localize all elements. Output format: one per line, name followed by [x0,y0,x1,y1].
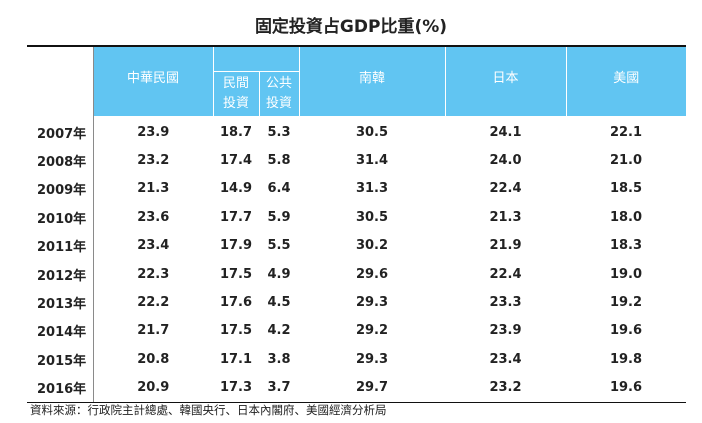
header-us: 美國 [566,46,686,116]
cell-public: 4.2 [267,323,291,339]
cell-japan: 24.1 [489,124,522,140]
cell-korea: 29.3 [355,295,389,311]
cell-year: 2011年 [27,231,94,260]
cell-japan: 22.4 [489,266,522,282]
table-row: 2014年 21.7 17.5 4.2 29.2 23.9 19.6 [27,316,686,346]
cell-year: 2008年 [27,146,94,175]
cell-korea: 29.2 [355,323,389,339]
corner-cell [27,46,94,116]
cell-public: 5.3 [267,124,291,140]
header-taiwan-breakdown [213,46,300,72]
cell-private: 17.5 [219,266,253,282]
cell-private: 18.7 [219,124,253,140]
cell-taiwan: 23.2 [137,153,170,169]
cell-year: 2013年 [27,288,94,317]
cell-taiwan: 22.2 [137,295,170,311]
table-row: 2007年 23.9 18.7 5.3 30.5 24.1 22.1 [27,116,686,147]
cell-taiwan: 21.7 [137,323,170,339]
cell-public: 5.9 [267,209,291,225]
cell-public: 6.4 [267,181,291,197]
cell-private: 17.7 [219,209,253,225]
cell-year: 2010年 [27,203,94,232]
cell-year: 2009年 [27,174,94,204]
cell-taiwan: 23.4 [137,238,170,254]
cell-public: 4.9 [267,266,291,282]
table-row: 2009年 21.3 14.9 6.4 31.3 22.4 18.5 [27,174,686,204]
cell-korea: 31.4 [355,153,389,169]
cell-private: 17.5 [219,323,253,339]
cell-korea: 29.6 [355,266,389,282]
cell-public: 4.5 [267,295,291,311]
cell-public: 3.8 [267,351,291,367]
cell-year: 2007年 [27,116,94,147]
cell-year: 2016年 [27,373,94,403]
cell-year: 2015年 [27,345,94,374]
cell-taiwan: 20.9 [93,373,213,403]
cell-korea: 29.3 [355,351,389,367]
cell-us: 21.0 [609,153,643,169]
cell-us: 22.1 [609,124,643,140]
cell-private: 17.3 [213,373,259,403]
table-row: 2011年 23.4 17.9 5.5 30.2 21.9 18.3 [27,231,686,260]
cell-us: 19.0 [609,266,643,282]
header-taiwan: 中華民國 [93,46,214,116]
cell-korea: 29.7 [299,373,445,403]
cell-public: 5.8 [267,153,291,169]
cell-japan: 23.3 [489,295,522,311]
cell-year: 2012年 [27,259,94,289]
table-row: 2013年 22.2 17.6 4.5 29.3 23.3 19.2 [27,288,686,317]
table-row: 2012年 22.3 17.5 4.9 29.6 22.4 19.0 [27,259,686,289]
cell-japan: 23.4 [489,351,522,367]
gdp-investment-table: 中華民國 南韓 日本 美國 民間 投資 公共 投資 2007年 23.9 18.7 5.3… [27,45,686,403]
cell-japan: 22.4 [489,181,522,197]
cell-us: 19.6 [609,323,643,339]
cell-korea: 30.2 [355,238,389,254]
cell-us: 18.5 [609,181,643,197]
cell-private: 14.9 [219,181,253,197]
cell-taiwan: 23.6 [137,209,170,225]
table-row: 2010年 23.6 17.7 5.9 30.5 21.3 18.0 [27,203,686,232]
cell-taiwan: 20.8 [137,351,170,367]
cell-us: 19.6 [566,373,686,403]
cell-taiwan: 21.3 [137,181,170,197]
cell-taiwan: 22.3 [137,266,170,282]
cell-year: 2014年 [27,316,94,346]
cell-private: 17.4 [219,153,253,169]
cell-korea: 31.3 [355,181,389,197]
cell-japan: 23.9 [489,323,522,339]
header-korea: 南韓 [299,46,446,116]
cell-private: 17.9 [219,238,253,254]
cell-us: 18.0 [609,209,643,225]
cell-us: 19.8 [609,351,643,367]
table-row: 2008年 23.2 17.4 5.8 31.4 24.0 21.0 [27,146,686,175]
cell-public: 3.7 [259,373,299,403]
source-note: 資料來源：行政院主計總處、韓國央行、日本內閣府、美國經濟分析局 [30,403,387,417]
table-title: 固定投資占GDP比重(%) [254,17,448,37]
header-public-investment: 公共 投資 [258,71,300,116]
header-private-investment: 民間 投資 [212,71,260,116]
cell-japan: 24.0 [489,153,522,169]
cell-us: 18.3 [609,238,643,254]
cell-korea: 30.5 [355,124,389,140]
table-body: 2007年 23.9 18.7 5.3 30.5 24.1 22.1 2008年 23.2 17.… [27,116,686,403]
table-row: 2016年 20.9 17.3 3.7 29.7 23.2 19.6 [27,373,686,403]
cell-us: 19.2 [609,295,643,311]
cell-korea: 30.5 [355,209,389,225]
cell-japan: 21.3 [489,209,522,225]
cell-public: 5.5 [267,238,291,254]
cell-private: 17.1 [219,351,253,367]
cell-taiwan: 23.9 [137,124,170,140]
cell-japan: 23.2 [445,373,566,403]
header-japan: 日本 [445,46,567,116]
table-row: 2015年 20.8 17.1 3.8 29.3 23.4 19.8 [27,345,686,374]
cell-japan: 21.9 [489,238,522,254]
cell-private: 17.6 [219,295,253,311]
